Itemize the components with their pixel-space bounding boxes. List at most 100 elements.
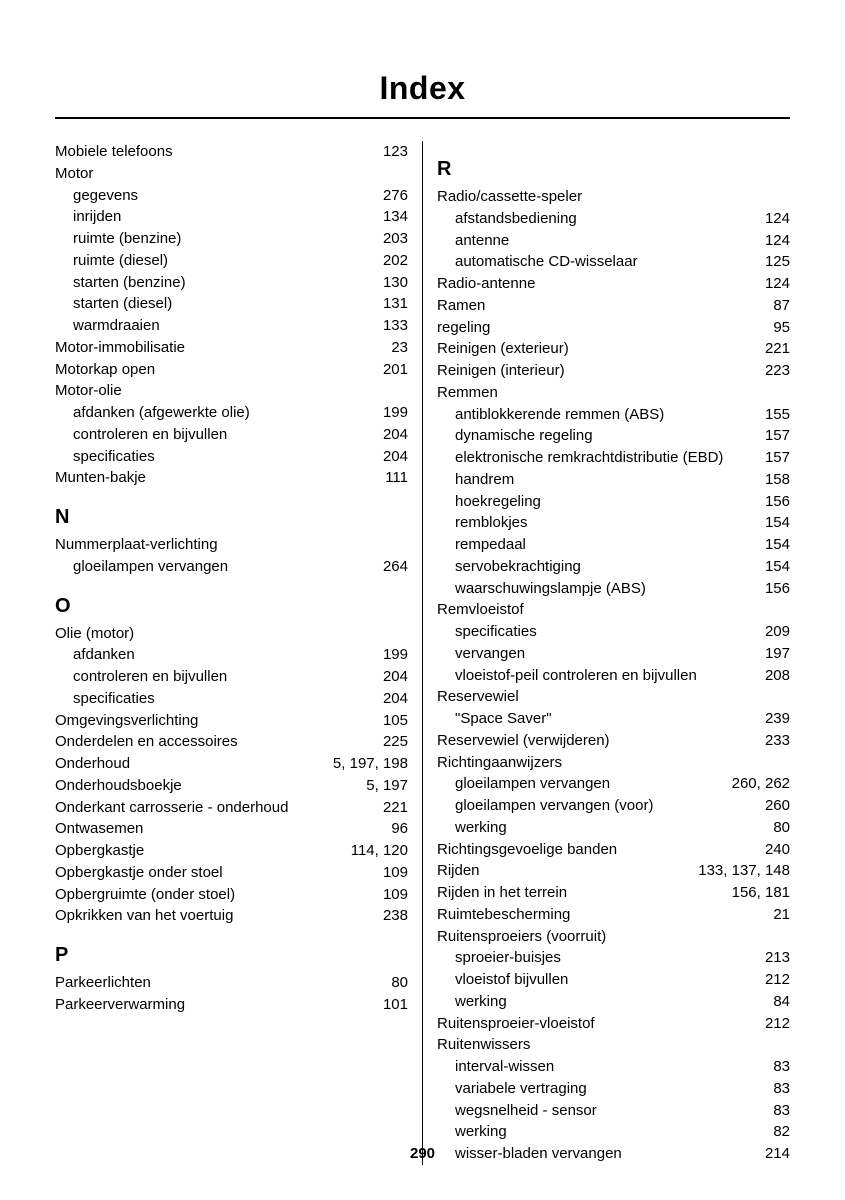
entry-page: 154 [765, 512, 790, 534]
entry-label: Rijden [437, 860, 698, 882]
index-column-right: RRadio/cassette-spelerafstandsbediening1… [423, 141, 790, 1165]
entry-page: 276 [383, 185, 408, 207]
entry-page: 114, 120 [351, 840, 408, 862]
entry-label: afdanken (afgewerkte olie) [73, 402, 383, 424]
index-subentry: specificaties204 [55, 446, 408, 468]
entry-label: Ruitenwissers [437, 1034, 790, 1056]
entry-page: 264 [383, 556, 408, 578]
entry-label: Remvloeistof [437, 599, 790, 621]
entry-page: 124 [765, 230, 790, 252]
entry-label: werking [455, 817, 773, 839]
index-subentry: interval-wissen83 [437, 1056, 790, 1078]
entry-page: 221 [765, 338, 790, 360]
entry-label: gloeilampen vervangen [455, 773, 732, 795]
index-entry: Ruitensproeier-vloeistof212 [437, 1013, 790, 1035]
entry-label: Onderhoudsboekje [55, 775, 366, 797]
entry-label: remblokjes [455, 512, 765, 534]
entry-label: wegsnelheid - sensor [455, 1100, 773, 1122]
entry-label: starten (diesel) [73, 293, 383, 315]
entry-page: 23 [391, 337, 408, 359]
index-entry: Munten-bakje111 [55, 467, 408, 489]
index-subentry: automatische CD-wisselaar125 [437, 251, 790, 273]
index-entry: Onderhoudsboekje5, 197 [55, 775, 408, 797]
entry-page: 83 [773, 1078, 790, 1100]
index-subentry: vloeistof bijvullen212 [437, 969, 790, 991]
index-subentry: rempedaal154 [437, 534, 790, 556]
page-title: Index [55, 70, 790, 119]
index-subentry: gloeilampen vervangen260, 262 [437, 773, 790, 795]
entry-page: 213 [765, 947, 790, 969]
entry-label: automatische CD-wisselaar [455, 251, 765, 273]
entry-label: elektronische remkrachtdistributie (EBD) [455, 447, 765, 469]
entry-page: 204 [383, 424, 408, 446]
index-entry: Remvloeistof [437, 599, 790, 621]
entry-page: 156 [765, 578, 790, 600]
index-subentry: hoekregeling156 [437, 491, 790, 513]
entry-page: 157 [765, 425, 790, 447]
entry-page: 240 [765, 839, 790, 861]
entry-page: 212 [765, 1013, 790, 1035]
index-entry: Olie (motor) [55, 623, 408, 645]
index-subentry: "Space Saver"239 [437, 708, 790, 730]
entry-page: 158 [765, 469, 790, 491]
entry-label: warmdraaien [73, 315, 383, 337]
entry-label: Motor-olie [55, 380, 408, 402]
entry-label: Parkeerverwarming [55, 994, 383, 1016]
entry-page: 208 [765, 665, 790, 687]
index-subentry: vervangen197 [437, 643, 790, 665]
entry-page: 154 [765, 534, 790, 556]
entry-page: 204 [383, 666, 408, 688]
entry-page: 221 [383, 797, 408, 819]
entry-label: vervangen [455, 643, 765, 665]
entry-page: 109 [383, 862, 408, 884]
entry-label: Mobiele telefoons [55, 141, 383, 163]
index-entry: Motor-immobilisatie23 [55, 337, 408, 359]
index-subentry: handrem158 [437, 469, 790, 491]
entry-page: 203 [383, 228, 408, 250]
entry-page: 238 [383, 905, 408, 927]
entry-page: 124 [765, 208, 790, 230]
index-entry: Reservewiel [437, 686, 790, 708]
index-subentry: starten (diesel)131 [55, 293, 408, 315]
entry-page: 239 [765, 708, 790, 730]
entry-label: Olie (motor) [55, 623, 408, 645]
index-entry: Motorkap open201 [55, 359, 408, 381]
index-entry: Richtingaanwijzers [437, 752, 790, 774]
entry-label: werking [455, 1121, 773, 1143]
entry-page: 21 [773, 904, 790, 926]
entry-page: 197 [765, 643, 790, 665]
entry-label: werking [455, 991, 773, 1013]
entry-label: rempedaal [455, 534, 765, 556]
index-subentry: variabele vertraging83 [437, 1078, 790, 1100]
entry-label: starten (benzine) [73, 272, 383, 294]
index-subentry: remblokjes154 [437, 512, 790, 534]
entry-page: 201 [383, 359, 408, 381]
index-subentry: afdanken199 [55, 644, 408, 666]
index-column-left: Mobiele telefoons123Motorgegevens276inri… [55, 141, 423, 1165]
index-entry: Motor-olie [55, 380, 408, 402]
entry-page: 83 [773, 1056, 790, 1078]
entry-page: 83 [773, 1100, 790, 1122]
entry-page: 233 [765, 730, 790, 752]
entry-page: 80 [391, 972, 408, 994]
entry-label: antenne [455, 230, 765, 252]
index-entry: Onderkant carrosserie - onderhoud221 [55, 797, 408, 819]
entry-page: 134 [383, 206, 408, 228]
index-entry: Rijden133, 137, 148 [437, 860, 790, 882]
entry-page: 225 [383, 731, 408, 753]
entry-label: Ruitensproeier-vloeistof [437, 1013, 765, 1035]
index-entry: Rijden in het terrein156, 181 [437, 882, 790, 904]
index-entry: Opbergkastje onder stoel109 [55, 862, 408, 884]
entry-label: inrijden [73, 206, 383, 228]
index-entry: Ramen87 [437, 295, 790, 317]
index-entry: Radio-antenne124 [437, 273, 790, 295]
entry-label: ruimte (diesel) [73, 250, 383, 272]
entry-label: Onderdelen en accessoires [55, 731, 383, 753]
index-subentry: sproeier-buisjes213 [437, 947, 790, 969]
index-subentry: ruimte (diesel)202 [55, 250, 408, 272]
entry-label: Radio-antenne [437, 273, 765, 295]
entry-label: interval-wissen [455, 1056, 773, 1078]
index-entry: Parkeerlichten80 [55, 972, 408, 994]
entry-page: 87 [773, 295, 790, 317]
index-entry: Ruitensproeiers (voorruit) [437, 926, 790, 948]
